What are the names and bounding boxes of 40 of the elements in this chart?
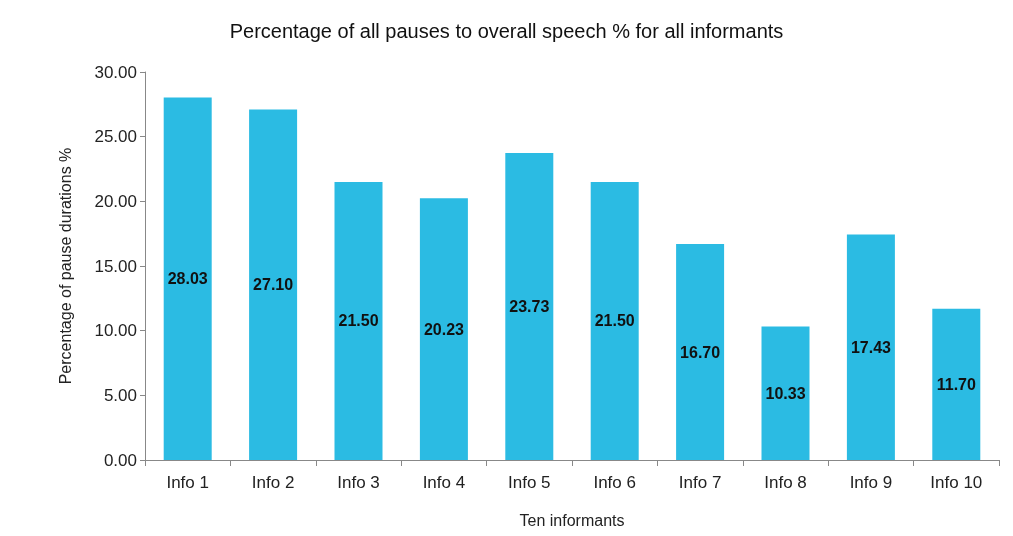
x-tick-label: Info 3 (337, 473, 380, 492)
data-label: 10.33 (765, 384, 806, 402)
y-tick-label: 5.00 (103, 385, 137, 405)
bar (334, 181, 383, 460)
y-tick-label: 25.00 (94, 127, 137, 147)
x-tick-label: Info 7 (678, 473, 722, 492)
bar (846, 234, 895, 460)
data-label: 16.70 (680, 343, 721, 361)
y-tick-label: 0.00 (103, 450, 137, 470)
chart-title: Percentage of all pauses to overall speech % for all informants (229, 20, 784, 42)
x-tick-label: Info 1 (166, 473, 209, 492)
data-label: 27.10 (253, 276, 294, 294)
y-tick-label: 30.00 (94, 62, 137, 82)
x-tick-label: Info 5 (508, 473, 551, 492)
y-tick-label: 20.00 (94, 191, 137, 211)
data-label: 21.50 (338, 312, 379, 330)
data-label: 23.73 (509, 298, 550, 316)
bar (761, 326, 810, 460)
x-tick-label: Info 2 (251, 473, 295, 492)
x-tick-label: Info 4 (422, 473, 466, 492)
x-axis-title: Ten informants (519, 511, 625, 529)
bar (932, 308, 981, 460)
data-label: 17.43 (850, 338, 892, 356)
bar (249, 109, 298, 460)
y-tick-label: 10.00 (94, 321, 137, 341)
bar (163, 97, 212, 460)
data-label: 11.70 (936, 375, 976, 393)
x-tick-label: Info 9 (849, 473, 893, 492)
data-label: 21.50 (594, 312, 635, 330)
y-axis-title: Percentage of pause durations % (56, 147, 74, 385)
bar (419, 198, 468, 460)
y-tick-label: 15.00 (94, 256, 137, 276)
data-label: 20.23 (423, 320, 465, 338)
bar (590, 181, 639, 460)
bar (505, 153, 554, 460)
x-tick-label: Info 10 (930, 473, 983, 492)
data-label: 28.03 (167, 270, 208, 288)
x-tick-label: Info 6 (593, 473, 636, 492)
x-tick-label: Info 8 (764, 473, 807, 492)
bar (676, 244, 725, 460)
